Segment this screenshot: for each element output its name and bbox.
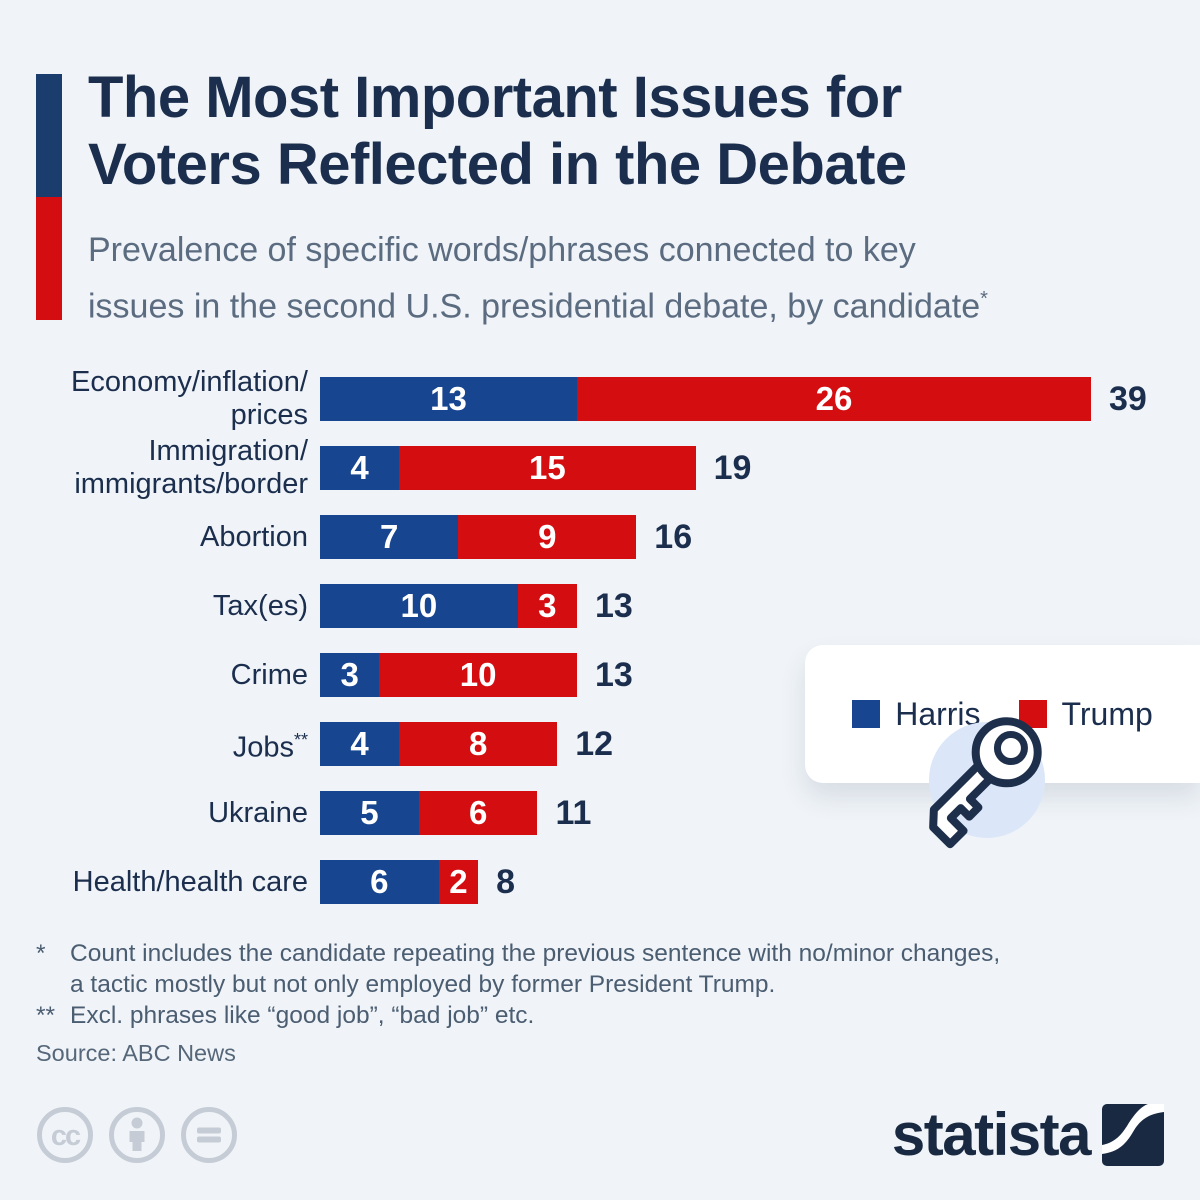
harris-bar-segment: 7 (320, 515, 459, 559)
chart-row: Jobs** 4 8 12 (0, 722, 1200, 766)
harris-value-label: 5 (360, 794, 379, 831)
accent-blue-segment (36, 74, 62, 197)
category-label: Health/health care (72, 865, 308, 898)
category-label: Crime (230, 658, 308, 691)
footnote-star-marker: * (36, 940, 46, 967)
footnote-star-line-1: * Count includes the candidate repeating… (36, 940, 1001, 967)
total-label: 16 (654, 517, 693, 556)
category-label: Economy/inflation/prices (71, 366, 308, 431)
subtitle-line-1: Prevalence of specific words/phrases con… (88, 231, 916, 269)
trump-value-label: 26 (815, 380, 853, 417)
chart-row: Economy/inflation/prices 13 26 39 (0, 366, 1200, 431)
license-icons: cc (36, 1106, 238, 1164)
harris-bar-segment: 6 (320, 860, 439, 904)
trump-bar-segment: 6 (418, 791, 538, 835)
statista-wordmark: statista (891, 1101, 1092, 1168)
chart-row: Immigration/immigrants/border 4 15 19 (0, 435, 1200, 500)
chart-row: Abortion 7 9 16 (0, 515, 1200, 559)
category-label: Jobs** (232, 729, 308, 764)
harris-value-label: 3 (340, 656, 359, 693)
harris-value-label: 4 (350, 449, 369, 486)
chart-row: Health/health care 6 2 8 (0, 860, 1200, 904)
trump-value-label: 9 (538, 518, 557, 555)
footnote-star-line-2: a tactic mostly but not only employed by… (70, 971, 776, 998)
cc-icon: cc (37, 1107, 93, 1163)
title-accent-bar (36, 74, 62, 320)
subtitle-footnote-marker: * (980, 288, 988, 310)
harris-value-label: 13 (430, 380, 467, 417)
harris-value-label: 7 (380, 518, 399, 555)
harris-swatch (852, 700, 881, 728)
total-label: 12 (575, 724, 614, 763)
chart-row: Ukraine 5 6 11 (0, 791, 1200, 835)
source-credit: Source: ABC News (36, 1040, 236, 1066)
svg-text:cc: cc (51, 1120, 81, 1152)
harris-value-label: 4 (350, 725, 369, 762)
footnote-double-star-marker: ** (36, 1002, 56, 1029)
key-icon (929, 717, 1042, 849)
title-line-1: The Most Important Issues for (88, 65, 902, 130)
trump-value-label: 15 (528, 449, 566, 486)
harris-bar-segment: 4 (320, 446, 400, 490)
trump-bar-segment: 8 (399, 722, 558, 766)
category-label: Ukraine (208, 796, 308, 829)
attribution-person-icon (109, 1107, 165, 1163)
statista-brand: statista (892, 1100, 1164, 1169)
harris-value-label: 10 (400, 587, 438, 624)
trump-bar-segment: 2 (438, 860, 479, 904)
trump-value-label: 10 (459, 656, 497, 693)
harris-bar-segment: 5 (320, 791, 419, 835)
accent-red-segment (36, 197, 62, 320)
total-label: 13 (594, 655, 633, 694)
harris-value-label: 6 (370, 863, 389, 900)
total-label: 39 (1109, 379, 1147, 418)
trump-bar-segment: 3 (517, 584, 577, 628)
title-line-2: Voters Reflected in the Debate (88, 132, 907, 197)
subtitle-line-2: issues in the second U.S. presidential d… (88, 287, 981, 326)
category-label: Abortion (199, 520, 308, 553)
stacked-bar: 4 15 (320, 446, 696, 490)
trump-value-label: 6 (468, 794, 488, 831)
legend-item-harris: Harris (852, 696, 981, 733)
harris-bar-segment: 3 (320, 653, 380, 697)
stacked-bar: 13 26 (320, 377, 1092, 421)
footnotes: * Count includes the candidate repeating… (36, 938, 1000, 1031)
trump-bar-segment: 26 (577, 377, 1092, 421)
category-label: Tax(es) (212, 589, 308, 622)
stacked-bar-chart: Economy/inflation/prices 13 26 39 Immigratio… (0, 366, 1200, 929)
chart-row: Tax(es) 10 3 13 (0, 584, 1200, 628)
total-label: 13 (594, 586, 633, 625)
total-label: 11 (555, 793, 592, 832)
trump-value-label: 8 (468, 725, 488, 762)
page-subtitle: Prevalence of specific words/phrases con… (88, 226, 1178, 331)
stacked-bar: 3 10 (320, 653, 577, 697)
header: The Most Important Issues for Voters Ref… (88, 64, 1178, 331)
stacked-bar: 10 3 (320, 584, 577, 628)
trump-bar-segment: 9 (458, 515, 637, 559)
footnote-double-star: ** Excl. phrases like “good job”, “bad j… (36, 1002, 535, 1029)
harris-bar-segment: 13 (320, 377, 577, 421)
trump-bar-segment: 10 (379, 653, 577, 697)
category-label: Immigration/immigrants/border (74, 435, 308, 500)
page-title: The Most Important Issues for Voters Ref… (88, 64, 1178, 198)
trump-value-label: 3 (538, 587, 557, 624)
trump-value-label: 2 (449, 863, 468, 900)
trump-bar-segment: 15 (399, 446, 696, 490)
total-label: 19 (713, 448, 752, 487)
harris-bar-segment: 10 (320, 584, 518, 628)
chart-row: Crime 3 10 13 (0, 653, 1200, 697)
total-label: 8 (496, 862, 516, 901)
harris-bar-segment: 4 (320, 722, 400, 766)
statista-logo-icon (1102, 1103, 1164, 1166)
legend-item-trump: Trump (1018, 695, 1153, 733)
legend-label-trump: Trump (1061, 695, 1153, 732)
equals-icon (181, 1107, 237, 1163)
